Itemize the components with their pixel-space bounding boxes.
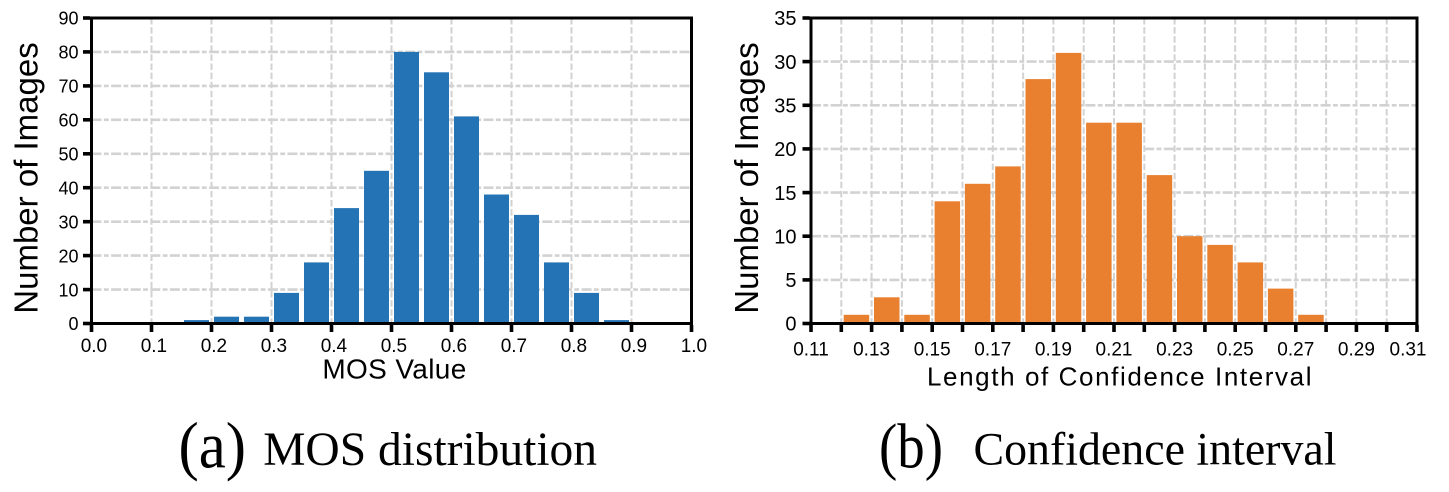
svg-text:0.27: 0.27 (1277, 340, 1314, 361)
svg-text:0.3: 0.3 (261, 336, 287, 357)
svg-text:0.2: 0.2 (201, 336, 227, 357)
svg-text:60: 60 (58, 111, 78, 131)
svg-text:(a): (a) (179, 410, 247, 483)
svg-text:0.17: 0.17 (974, 340, 1011, 361)
svg-text:40: 40 (58, 178, 78, 198)
svg-text:0.0: 0.0 (81, 336, 107, 357)
svg-text:0.25: 0.25 (1217, 340, 1254, 361)
svg-text:0.5: 0.5 (381, 336, 407, 357)
svg-text:0.4: 0.4 (321, 336, 348, 357)
svg-text:20: 20 (774, 139, 796, 161)
svg-text:MOS Value: MOS Value (322, 354, 466, 385)
svg-text:80: 80 (58, 43, 78, 63)
svg-text:0.15: 0.15 (914, 340, 951, 361)
svg-text:50: 50 (58, 145, 78, 165)
svg-text:10: 10 (58, 280, 78, 300)
svg-text:0.6: 0.6 (441, 336, 467, 357)
svg-text:0.8: 0.8 (561, 336, 587, 357)
svg-text:(b): (b) (879, 411, 943, 482)
svg-text:30: 30 (58, 212, 78, 232)
svg-text:0.13: 0.13 (853, 340, 890, 361)
svg-text:Confidence interval: Confidence interval (974, 425, 1337, 476)
svg-text:0: 0 (68, 314, 78, 334)
svg-text:0.1: 0.1 (141, 336, 167, 357)
svg-text:20: 20 (58, 246, 78, 266)
svg-text:0.7: 0.7 (501, 336, 527, 357)
svg-text:35: 35 (774, 96, 796, 118)
svg-text:Length of Confidence Interval: Length of Confidence Interval (927, 362, 1313, 392)
svg-text:0.21: 0.21 (1096, 340, 1133, 361)
svg-text:0.11: 0.11 (793, 340, 829, 361)
svg-text:Number of Images: Number of Images (728, 42, 765, 313)
svg-text:70: 70 (58, 77, 78, 97)
svg-text:5: 5 (785, 270, 796, 292)
svg-text:0: 0 (785, 314, 796, 336)
svg-text:Number of Images: Number of Images (7, 42, 44, 313)
svg-text:10: 10 (774, 226, 796, 248)
svg-text:0.9: 0.9 (621, 336, 647, 357)
svg-text:35: 35 (774, 8, 796, 30)
svg-text:0.31: 0.31 (1390, 340, 1427, 361)
svg-text:90: 90 (58, 9, 78, 29)
svg-text:30: 30 (774, 52, 796, 74)
svg-text:15: 15 (774, 183, 796, 205)
svg-text:1.0: 1.0 (681, 336, 707, 357)
svg-text:0.19: 0.19 (1035, 340, 1072, 361)
svg-text:0.23: 0.23 (1156, 340, 1193, 361)
svg-text:MOS distribution: MOS distribution (263, 424, 597, 476)
svg-text:0.29: 0.29 (1338, 340, 1375, 361)
